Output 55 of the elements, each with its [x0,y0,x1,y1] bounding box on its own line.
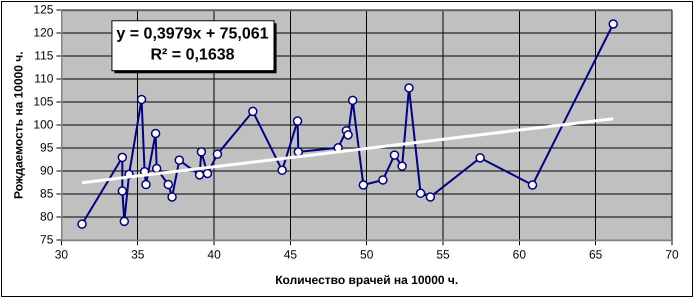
y-tick-label: 125 [33,2,54,17]
point [120,216,130,226]
point [136,94,146,104]
y-axis-title: Рождаемость на 10000 ч. [12,51,26,200]
y-tick-label: 95 [40,140,54,155]
x-tick-label: 50 [360,248,374,262]
point [426,192,436,202]
point [196,147,206,157]
point [404,83,414,93]
point [118,186,128,196]
point [152,164,162,174]
y-tick-label: 100 [33,118,54,132]
point [164,180,174,190]
point [358,180,368,190]
point [294,147,304,157]
y-tick-label: 110 [34,72,54,86]
x-tick-label: 60 [512,248,526,262]
x-tick-label: 30 [54,248,68,262]
point [277,166,287,176]
point [397,161,407,171]
x-tick-label: 55 [436,248,450,262]
point [174,155,184,165]
x-tick-label: 65 [589,248,603,262]
point [475,153,485,163]
point [194,170,204,180]
y-tick-label: 90 [40,164,54,178]
y-tick-label: 120 [33,26,54,40]
y-tick-label: 85 [40,186,54,201]
annotation: y = 0,3979x + 75,061 [116,26,269,43]
point [378,175,388,185]
point [343,130,353,140]
point [150,128,160,138]
point [416,188,426,198]
point [202,168,212,178]
point [248,106,258,116]
point [167,192,177,202]
point [141,180,151,190]
y-tick-label: 105 [33,94,54,109]
point [292,116,302,126]
y-tick-label: 75 [40,232,54,247]
y-tick-label: 115 [34,48,54,63]
x-tick-label: 70 [665,248,679,262]
point [390,150,400,160]
point [118,152,128,162]
point [608,19,618,29]
point [77,219,87,229]
point [528,180,538,190]
y-tick-label: 80 [40,210,54,224]
x-tick-label: 40 [207,248,222,262]
point [212,149,222,159]
x-tick-label: 45 [284,248,298,262]
x-tick-label: 35 [131,248,145,262]
annotation: R² = 0,1638 [150,46,235,64]
point [348,96,358,106]
x-axis-title: Количество врачей на 10000 ч. [275,273,458,288]
